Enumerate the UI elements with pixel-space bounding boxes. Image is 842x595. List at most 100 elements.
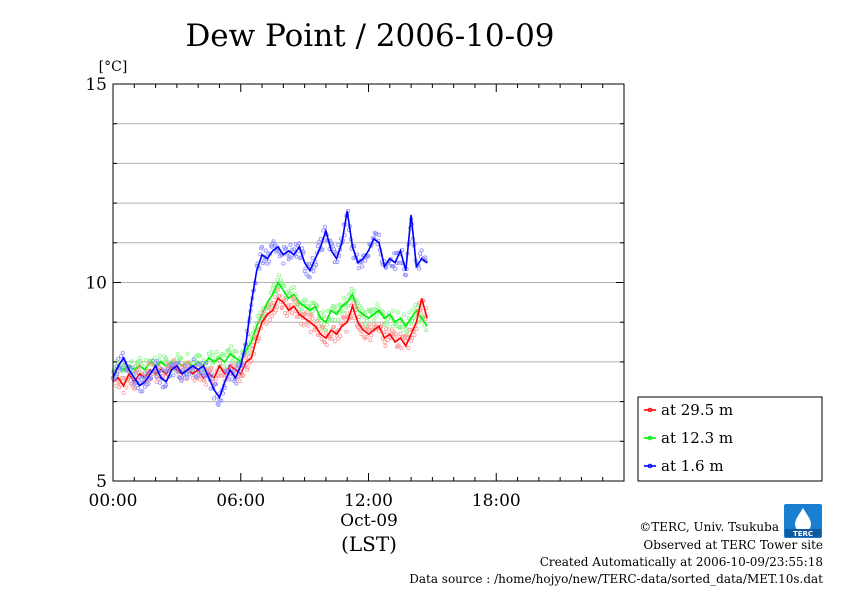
data-point: [184, 372, 189, 377]
data-point: [240, 374, 245, 379]
footer-copyright: ©TERC, Univ. Tsukuba: [639, 520, 779, 534]
data-point: [363, 327, 368, 332]
data-point: [143, 357, 148, 362]
data-point: [322, 314, 327, 319]
data-point: [393, 250, 398, 255]
data-point: [385, 322, 390, 327]
legend-label: at 1.6 m: [661, 457, 724, 475]
data-point: [409, 321, 414, 326]
data-point: [401, 312, 406, 317]
data-point: [271, 239, 276, 244]
footer: ©TERC, Univ. Tsukuba Observed at TERC To…: [409, 520, 823, 586]
data-point: [158, 367, 163, 372]
data-point: [154, 374, 159, 379]
data-point: [393, 266, 398, 271]
data-point: [310, 316, 315, 321]
data-point: [263, 248, 268, 253]
data-point: [128, 374, 133, 379]
data-point: [360, 264, 365, 269]
data-point: [404, 331, 409, 336]
y-tick-labels: 15 10 5: [85, 75, 107, 492]
data-point: [219, 398, 224, 403]
data-point: [185, 351, 190, 356]
data-point: [301, 323, 306, 328]
data-point: [175, 369, 180, 374]
data-point: [287, 255, 292, 260]
data-point: [307, 304, 312, 309]
data-point: [146, 361, 151, 366]
data-point: [275, 277, 280, 282]
data-point: [297, 241, 302, 246]
legend-swatch-marker: [647, 407, 653, 413]
x-tick-label: 00:00: [89, 491, 138, 511]
data-point: [414, 327, 419, 332]
data-point: [135, 386, 140, 391]
data-point: [202, 378, 207, 383]
data-point: [182, 363, 187, 368]
footer-source: Data source : /home/hojyo/new/TERC-data/…: [409, 572, 823, 586]
data-point: [330, 337, 335, 342]
data-point: [138, 389, 143, 394]
data-point: [179, 378, 184, 383]
data-point: [407, 310, 412, 315]
data-point: [417, 266, 422, 271]
data-point: [165, 369, 170, 374]
data-point: [331, 247, 336, 252]
data-point: [391, 332, 396, 337]
data-point: [119, 354, 124, 359]
data-point: [406, 315, 411, 320]
data-point: [386, 327, 391, 332]
data-point: [303, 310, 308, 315]
data-point: [375, 302, 380, 307]
legend-label: at 12.3 m: [661, 429, 733, 447]
data-point: [398, 331, 403, 336]
data-point: [357, 303, 362, 308]
data-point: [301, 249, 306, 254]
data-point: [284, 313, 289, 318]
legend-swatch-marker: [647, 435, 653, 441]
data-point: [330, 317, 335, 322]
data-point: [382, 339, 387, 344]
data-point: [306, 323, 311, 328]
data-point: [274, 308, 279, 313]
data-point: [214, 349, 219, 354]
data-point: [281, 261, 286, 266]
data-point: [396, 260, 401, 265]
data-point: [227, 377, 232, 382]
data-point: [340, 314, 345, 319]
data-point: [417, 320, 422, 325]
data-point: [329, 332, 334, 337]
data-point: [237, 379, 242, 384]
data-point: [312, 327, 317, 332]
data-point: [228, 363, 233, 368]
data-point: [351, 301, 356, 306]
data-point: [267, 317, 272, 322]
y-tick-label: 10: [85, 274, 107, 294]
data-point: [396, 343, 401, 348]
data-point: [321, 309, 326, 314]
data-point: [423, 317, 428, 322]
data-point: [364, 334, 369, 339]
data-point: [130, 365, 135, 370]
data-point: [140, 389, 145, 394]
data-point: [164, 382, 169, 387]
data-point: [319, 321, 324, 326]
data-point: [393, 332, 398, 337]
data-point: [311, 269, 316, 274]
data-point: [204, 361, 209, 366]
data-point: [261, 309, 266, 314]
data-point: [331, 324, 336, 329]
data-point: [263, 319, 268, 324]
data-point: [406, 345, 411, 350]
data-point: [162, 365, 167, 370]
data-point: [349, 286, 354, 291]
data-point: [295, 302, 300, 307]
data-point: [179, 355, 184, 360]
data-point: [282, 283, 287, 288]
data-point: [298, 304, 303, 309]
data-point: [280, 304, 285, 309]
y-tick-label: 5: [96, 472, 107, 492]
data-point: [186, 360, 191, 365]
data-point: [321, 325, 326, 330]
